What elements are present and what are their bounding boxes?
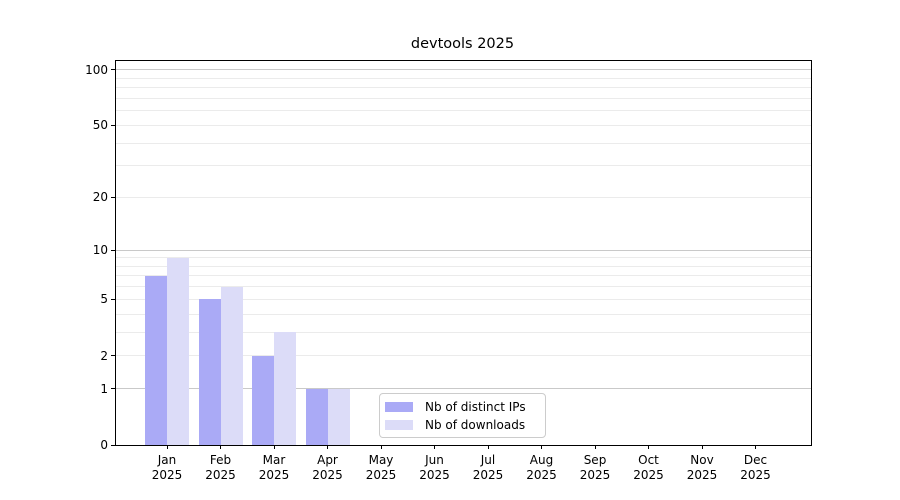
y-tick-label: 5 <box>100 292 108 307</box>
bar-distinct-ips-mar <box>252 355 274 445</box>
x-tick <box>166 445 168 449</box>
x-tick-label: Sep 2025 <box>579 453 611 482</box>
bar-downloads-feb <box>220 286 243 445</box>
gridline-major <box>116 69 811 71</box>
x-tick-label: Apr 2025 <box>312 453 343 482</box>
y-tick <box>111 444 116 446</box>
gridline-minor <box>116 257 811 259</box>
y-tick <box>111 69 116 71</box>
x-tick <box>594 445 596 449</box>
bar-distinct-ips-feb <box>198 299 221 445</box>
x-tick <box>380 445 382 449</box>
x-tick <box>220 445 221 449</box>
gridline-major <box>116 249 811 251</box>
chart-layer: 0 1 2 5 10 20 50 100 Jan 2025 Feb 2025 Mar 2025 Apr 202… <box>85 61 811 482</box>
y-tick-label: 0 <box>100 438 108 452</box>
gridline-minor <box>116 97 811 99</box>
gridline-minor <box>116 110 811 112</box>
plot-area: 0 1 2 5 10 20 50 100 Jan 2025 Feb 2025 Mar 2025 Apr 202… <box>85 60 812 482</box>
bar-distinct-ips-apr <box>305 388 328 445</box>
legend: Nb of distinct IPs Nb of downloads <box>379 393 546 438</box>
bar-downloads-jan <box>167 257 189 445</box>
bar-downloads-mar <box>274 332 296 445</box>
gridline-minor <box>116 355 811 357</box>
bar-distinct-ips-jan <box>145 275 167 445</box>
gridline-minor <box>116 77 811 79</box>
y-tick <box>111 196 116 198</box>
y-tick-label: 10 <box>92 243 108 258</box>
gridline-minor <box>116 165 811 167</box>
x-tick-label: May 2025 <box>365 453 397 482</box>
x-tick <box>434 445 435 449</box>
legend-swatch-distinct-ips <box>385 402 413 412</box>
gridline-minor <box>116 331 811 333</box>
gridline-minor <box>116 286 811 288</box>
gridline-minor <box>116 313 811 315</box>
gridline-minor <box>116 265 811 267</box>
legend-label-distinct-ips: Nb of distinct IPs <box>425 400 526 414</box>
chart-title: devtools 2025 <box>410 36 515 52</box>
y-tick-label: 1 <box>100 381 108 396</box>
x-tick-label: Jan 2025 <box>151 453 183 482</box>
bar-downloads-apr <box>327 388 350 445</box>
gridline-major <box>116 388 811 390</box>
x-tick-label: Jun 2025 <box>419 453 450 482</box>
x-tick <box>701 445 703 449</box>
x-tick-label: Aug 2025 <box>526 453 557 482</box>
x-tick <box>755 445 756 449</box>
gridline-minor <box>116 298 811 300</box>
y-tick-label: 50 <box>92 118 108 133</box>
x-tick-label: Oct 2025 <box>633 453 664 482</box>
y-tick <box>111 249 116 251</box>
gridline-minor <box>116 196 811 198</box>
x-tick <box>648 445 649 449</box>
y-tick <box>111 388 116 390</box>
gridline-minor <box>116 275 811 277</box>
x-tick <box>273 445 275 449</box>
x-tick-label: Jul 2025 <box>472 453 504 482</box>
gridline-minor <box>116 124 811 126</box>
gridline-minor <box>116 87 811 89</box>
y-tick-label: 20 <box>92 190 108 205</box>
gridline-minor <box>116 142 811 144</box>
legend-item-distinct-ips: Nb of distinct IPs <box>385 399 535 415</box>
y-tick-label: 2 <box>100 348 108 363</box>
legend-label-downloads: Nb of downloads <box>425 418 526 432</box>
legend-item-downloads: Nb of downloads <box>385 417 535 433</box>
y-tick <box>111 298 116 300</box>
x-tick-label: Mar 2025 <box>258 453 290 482</box>
x-tick-label: Dec 2025 <box>740 453 771 482</box>
x-tick-label: Feb 2025 <box>205 453 236 482</box>
y-tick-label: 100 <box>85 62 108 77</box>
x-tick <box>541 445 542 449</box>
x-tick <box>327 445 328 449</box>
y-tick <box>111 124 116 126</box>
y-tick <box>111 355 116 357</box>
legend-swatch-downloads <box>385 420 413 430</box>
x-tick-label: Nov 2025 <box>686 453 718 482</box>
x-tick <box>487 445 489 449</box>
